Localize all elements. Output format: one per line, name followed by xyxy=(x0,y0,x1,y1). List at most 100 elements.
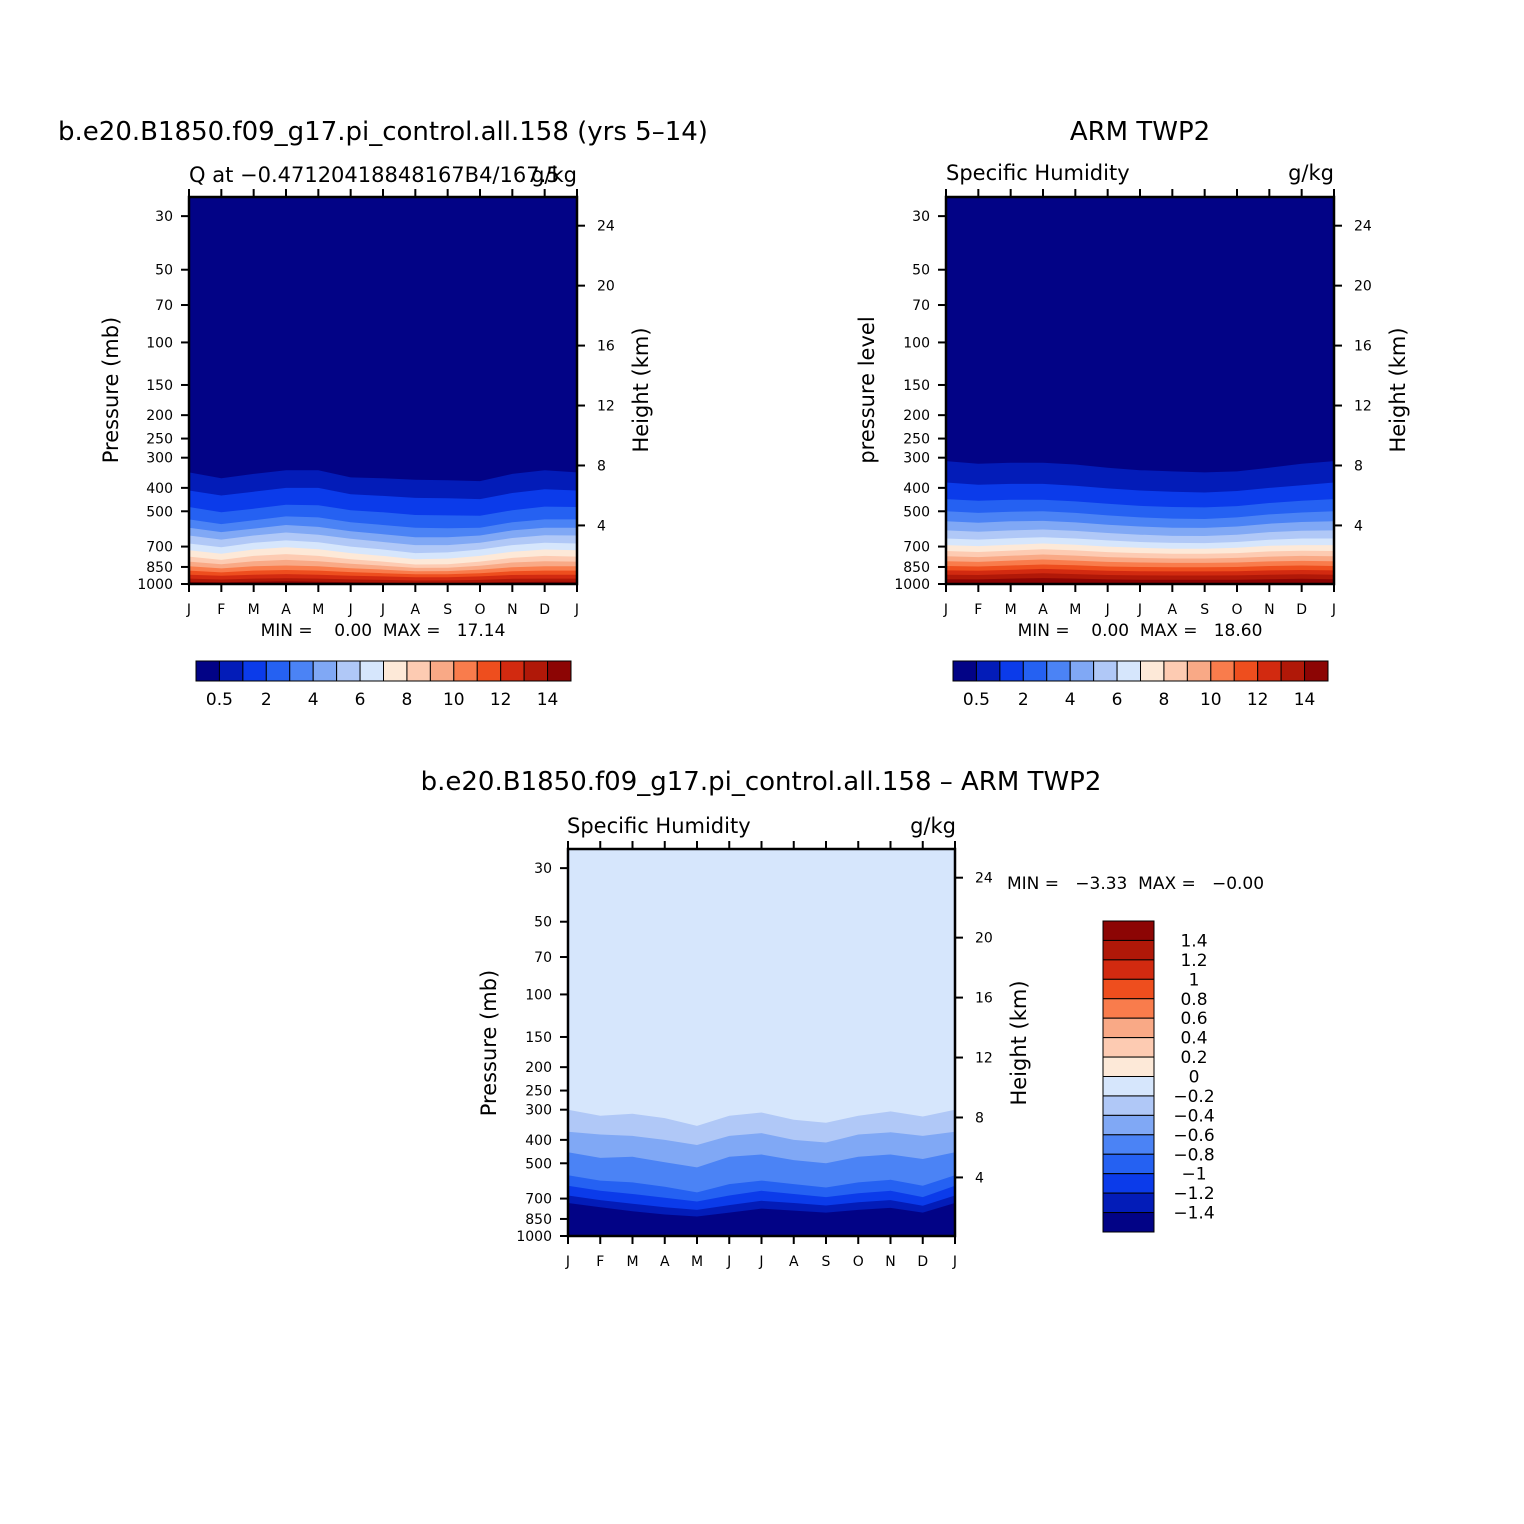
colorbar-label: 1 xyxy=(1189,970,1200,990)
y-tick-label: 700 xyxy=(525,1192,552,1208)
colorbar-swatch xyxy=(952,660,977,682)
y-tick-label: 1000 xyxy=(137,577,173,593)
height-tick-label: 4 xyxy=(597,518,606,534)
colorbar-swatch xyxy=(1210,660,1235,682)
x-tick-label: J xyxy=(574,602,579,618)
colorbar-label: 1.4 xyxy=(1180,931,1207,951)
colorbar-label: 14 xyxy=(537,690,559,710)
height-tick-label: 24 xyxy=(1354,219,1372,235)
colorbar-swatch xyxy=(1304,660,1329,682)
y-axis-label: Pressure (mb) xyxy=(99,317,123,464)
height-tick-label: 12 xyxy=(597,399,615,415)
colorbar-label: −1 xyxy=(1181,1165,1206,1185)
x-tick-label: J xyxy=(952,1254,957,1270)
colorbar-swatch xyxy=(1102,1076,1155,1097)
y-tick-label: 400 xyxy=(525,1133,552,1149)
colorbar-swatch xyxy=(1257,660,1282,682)
colorbar-swatch xyxy=(1102,1095,1155,1116)
colorbar-label: −1.4 xyxy=(1173,1204,1214,1224)
colorbar: 0.5 2 4 6 8 10 12 14 xyxy=(952,660,1329,710)
y-tick-label: 100 xyxy=(146,335,173,351)
y-tick-label: 50 xyxy=(912,263,930,279)
x-tick-label: M xyxy=(691,1254,703,1270)
height-tick-label: 20 xyxy=(597,279,615,295)
x-tick-label: A xyxy=(660,1254,670,1270)
y-tick-label: 250 xyxy=(525,1084,552,1100)
x-tick-label: M xyxy=(1069,602,1081,618)
stats-label: MIN = 0.00 MAX = 17.14 xyxy=(261,621,506,641)
colorbar-swatch xyxy=(1102,998,1155,1019)
colorbar-swatch xyxy=(1280,660,1306,682)
difference-panel: b.e20.B1850.f09_g17.pi_control.all.158 –… xyxy=(421,767,1264,1270)
chart-subtitle-right: g/kg xyxy=(910,814,956,838)
colorbar-label: 4 xyxy=(1065,690,1076,710)
height-tick-label: 24 xyxy=(975,871,993,887)
colorbar-swatch xyxy=(1163,660,1188,682)
colorbar-swatch xyxy=(1102,1212,1155,1233)
height-tick-label: 16 xyxy=(975,991,993,1007)
x-tick-label: M xyxy=(626,1254,638,1270)
colorbar-swatch xyxy=(1102,1173,1155,1194)
x-tick-label: S xyxy=(443,602,452,618)
colorbar-label: −0.2 xyxy=(1173,1087,1214,1107)
contour-band xyxy=(568,1203,955,1236)
height-tick-label: 8 xyxy=(597,458,606,474)
colorbar-label: 0.6 xyxy=(1180,1009,1207,1029)
colorbar-swatch xyxy=(453,660,478,682)
x-tick-label: D xyxy=(917,1254,928,1270)
colorbar-swatch xyxy=(523,660,549,682)
colorbar-swatch xyxy=(242,660,267,682)
y-tick-label: 70 xyxy=(534,950,552,966)
colorbar-swatch xyxy=(312,660,338,682)
chart-subtitle-left: Q at −0.47120418848167B4/167.5 xyxy=(189,163,560,187)
height-tick-label: 4 xyxy=(1354,518,1363,534)
colorbar-label: −1.2 xyxy=(1173,1184,1214,1204)
x-tick-label: A xyxy=(789,1254,799,1270)
colorbar-swatch xyxy=(1102,978,1155,1000)
colorbar-swatch xyxy=(195,660,220,682)
y-tick-label: 50 xyxy=(534,915,552,931)
colorbar-swatch xyxy=(975,660,1001,682)
x-tick-label: J xyxy=(1331,602,1336,618)
x-tick-label: F xyxy=(596,1254,604,1270)
x-tick-label: N xyxy=(885,1254,895,1270)
y-tick-label: 300 xyxy=(146,451,173,467)
colorbar-swatch xyxy=(1022,660,1048,682)
colorbar-label: 0.5 xyxy=(963,690,990,710)
colorbar-label: 6 xyxy=(1112,690,1123,710)
plot-area: J F M A M J J A S O N D J 30 50 70 100 150 200 250 300 400 500… xyxy=(137,189,615,618)
x-tick-label: J xyxy=(1137,602,1142,618)
height-tick-label: 20 xyxy=(975,931,993,947)
colorbar-swatch xyxy=(265,660,291,682)
x-tick-label: S xyxy=(1200,602,1209,618)
height-tick-label: 4 xyxy=(975,1170,984,1186)
y-tick-label: 200 xyxy=(903,408,930,424)
plot-area: J F M A M J J A S O N D J 30 50 70 100 150 200 250 300 400 500… xyxy=(894,189,1372,618)
x-tick-label: A xyxy=(1168,602,1178,618)
contour-band xyxy=(946,578,1334,584)
colorbar-swatch xyxy=(999,660,1024,682)
colorbar-label: 0 xyxy=(1189,1068,1200,1088)
colorbar-swatch xyxy=(1102,1134,1155,1155)
colorbar-swatch xyxy=(1186,660,1212,682)
colorbar-swatch xyxy=(429,660,455,682)
y-tick-label: 400 xyxy=(146,481,173,497)
y-axis-right-label: Height (km) xyxy=(1386,327,1410,452)
contour-fills xyxy=(946,197,1334,584)
y-axis-right-label: Height (km) xyxy=(629,327,653,452)
colorbar-swatch xyxy=(218,660,244,682)
y-tick-label: 200 xyxy=(146,408,173,424)
x-tick-label: A xyxy=(1038,602,1048,618)
colorbar-label: 0.2 xyxy=(1180,1048,1207,1068)
y-tick-label: 1000 xyxy=(894,577,930,593)
colorbar-swatch xyxy=(500,660,525,682)
x-tick-label: J xyxy=(943,602,948,618)
y-tick-label: 100 xyxy=(525,987,552,1003)
x-tick-label: M xyxy=(312,602,324,618)
height-tick-label: 16 xyxy=(1354,339,1372,355)
chart-subtitle-left: Specific Humidity xyxy=(946,161,1130,185)
y-tick-label: 150 xyxy=(525,1030,552,1046)
x-tick-label: O xyxy=(1231,602,1242,618)
colorbar-label: 12 xyxy=(1247,690,1269,710)
colorbar-label: 4 xyxy=(308,690,319,710)
